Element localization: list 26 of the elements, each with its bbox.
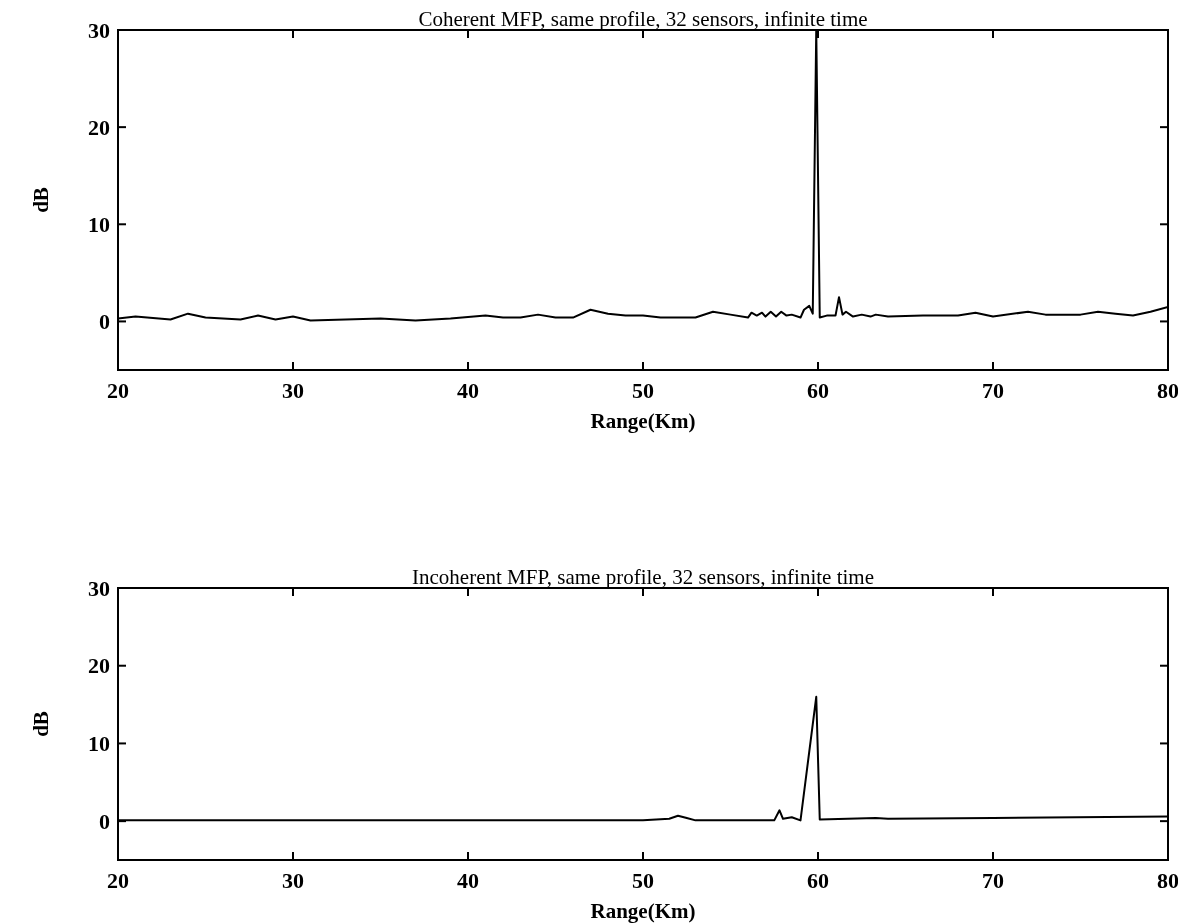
x-tick-label: 30: [282, 868, 304, 893]
x-tick-label: 60: [807, 868, 829, 893]
x-tick-label: 60: [807, 378, 829, 403]
y-tick-label: 0: [99, 309, 110, 335]
y-tick-label: 30: [88, 575, 110, 601]
x-tick-label: 80: [1157, 378, 1179, 403]
x-axis-title: Range(Km): [590, 409, 696, 433]
x-axis-title: Range(Km): [590, 899, 696, 923]
y-axis-title: dB: [29, 187, 53, 213]
y-tick-label: 30: [88, 17, 110, 43]
x-tick-label: 70: [982, 868, 1004, 893]
y-axis-title: dB: [29, 711, 53, 737]
chart-title: Coherent MFP, same profile, 32 sensors, infinite time: [418, 7, 868, 31]
x-tick-label: 50: [632, 868, 654, 893]
x-tick-label: 50: [632, 378, 654, 403]
x-tick-label: 70: [982, 378, 1004, 403]
x-tick-label: 40: [457, 378, 479, 403]
chart-title: Incoherent MFP, same profile, 32 sensors, infinite time: [412, 565, 874, 589]
y-tick-label: 20: [88, 114, 110, 140]
y-tick-label: 10: [88, 731, 110, 757]
x-tick-label: 80: [1157, 868, 1179, 893]
x-tick-label: 30: [282, 378, 304, 403]
y-tick-label: 0: [99, 808, 110, 834]
x-tick-label: 40: [457, 868, 479, 893]
y-tick-label: 10: [88, 211, 110, 237]
y-tick-label: 20: [88, 653, 110, 679]
